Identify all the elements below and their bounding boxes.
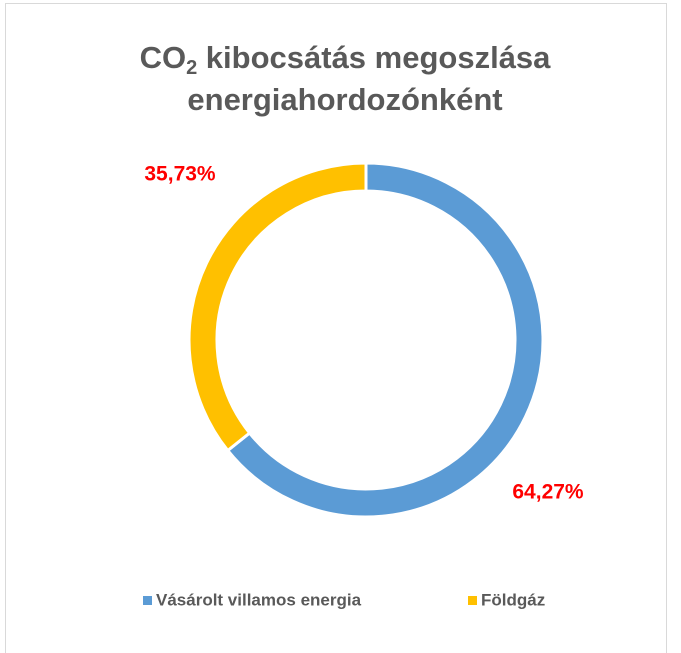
data-label: 64,27% xyxy=(512,481,584,504)
legend-swatch xyxy=(468,596,477,605)
donut-slice xyxy=(225,161,545,519)
legend-swatch xyxy=(143,596,152,605)
title-part: CO xyxy=(140,40,187,75)
donut-slice xyxy=(187,161,368,453)
title-subscript: 2 xyxy=(186,57,197,79)
title-part: kibocsátás megoszlása xyxy=(197,40,551,75)
chart-title: energiahordozónként xyxy=(187,82,502,117)
legend-label: Vásárolt villamos energia xyxy=(156,590,362,609)
data-label: 35,73% xyxy=(144,163,216,186)
chart-title: CO2 kibocsátás megoszlása xyxy=(140,40,552,79)
legend-label: Földgáz xyxy=(481,590,545,609)
chart-frame xyxy=(5,3,667,653)
